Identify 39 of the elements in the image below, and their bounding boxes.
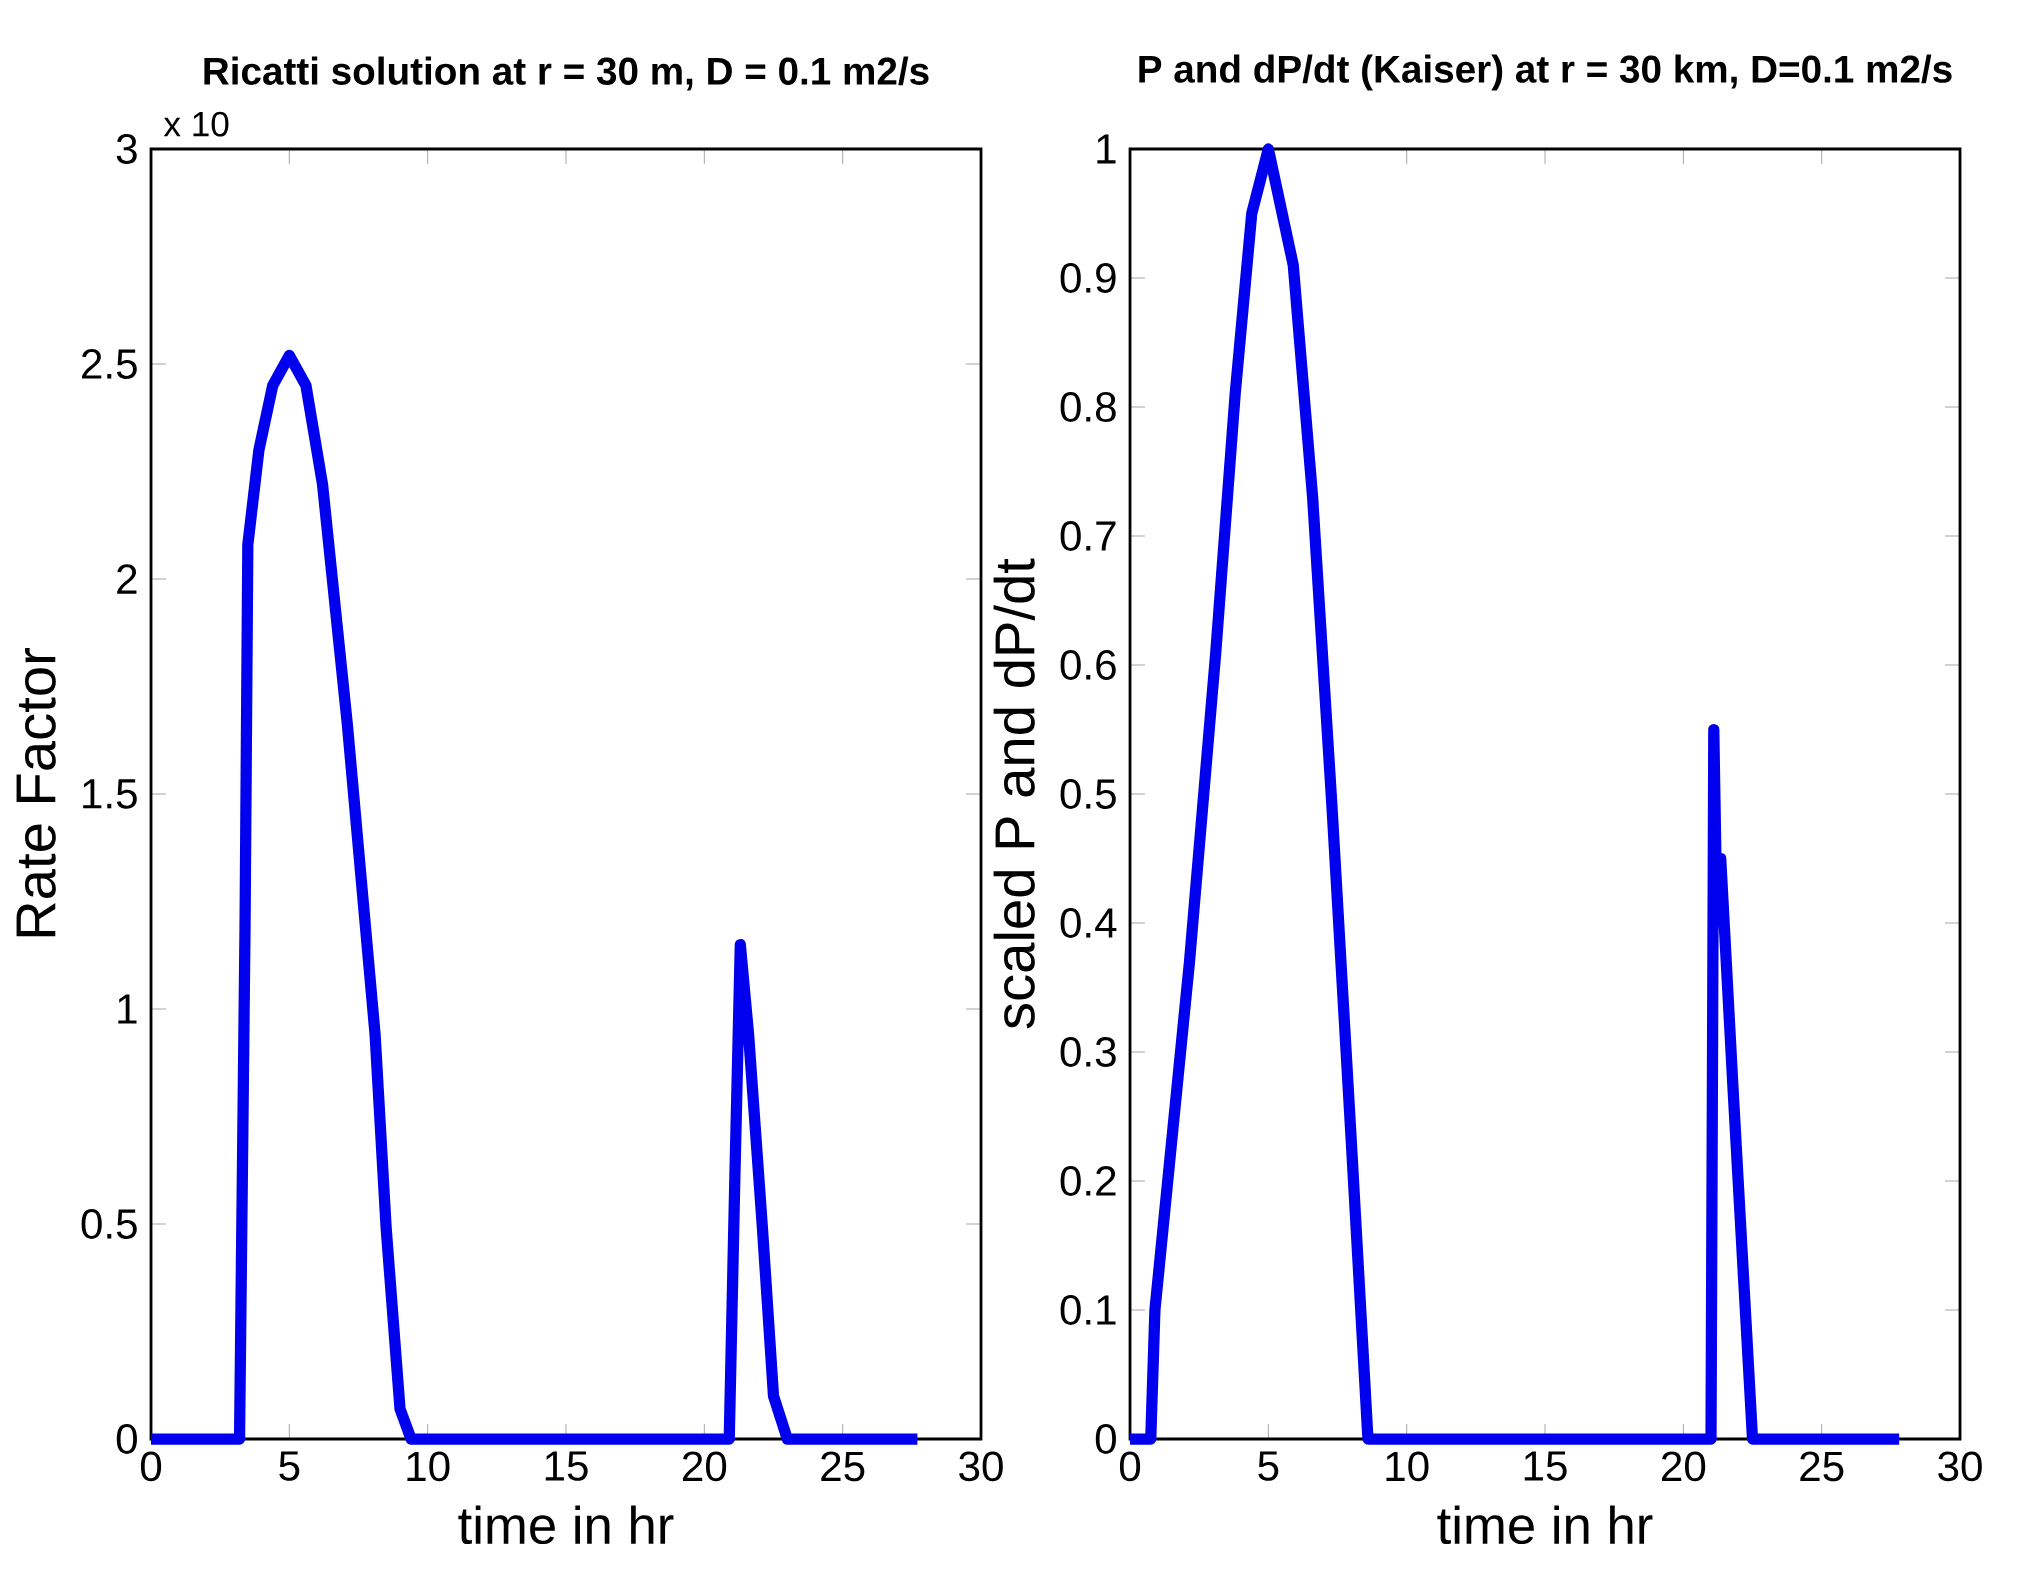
- y-axis-title: Rate Factor: [16, 648, 56, 937]
- x-tick-label: 20: [682, 1451, 727, 1482]
- x-tick-label: 15: [545, 1451, 588, 1481]
- text: x 10: [163, 111, 229, 137]
- x-axis-title: time in hr: [1437, 1505, 1653, 1545]
- x-tick-label: 25: [1800, 1451, 1844, 1482]
- chart-title: P and dP/dt (Kaiser) at r = 30 km, D=0.1 m2/s: [1139, 54, 1952, 91]
- x-tick-label: 30: [959, 1451, 1003, 1482]
- chart-title: Ricatti solution at r = 30 m, D = 0.1 m2/s: [204, 56, 929, 91]
- y-tick-label: 0.5: [1060, 779, 1116, 809]
- y-tick-label: 0.7: [1060, 521, 1116, 551]
- x-tick-label: 0: [140, 1451, 162, 1482]
- x-tick-label: 15: [1524, 1451, 1567, 1481]
- x-tick-label: 5: [279, 1451, 300, 1481]
- y-tick-label: 0.3: [1060, 1037, 1116, 1067]
- x-tick-label: 30: [1938, 1451, 1982, 1482]
- y-tick-label: 0.1: [1060, 1295, 1116, 1325]
- x-tick-label: 5: [1258, 1451, 1279, 1481]
- y-tick-label: 1: [118, 994, 137, 1024]
- y-tick-label: 0.8: [1060, 392, 1116, 422]
- x-tick-label: 10: [1386, 1451, 1429, 1482]
- y-tick-label: 0: [116, 1424, 137, 1454]
- y-tick-label: 3: [116, 134, 137, 164]
- x-tick-label: 0: [1119, 1451, 1141, 1482]
- y-tick-label: 1.5: [83, 779, 137, 809]
- y-axis-title: scaled P and dP/dt: [993, 558, 1035, 1029]
- y-tick-label: 0.6: [1060, 650, 1116, 680]
- y-tick-label: 0: [1095, 1424, 1116, 1454]
- y-tick-label: 0.5: [81, 1209, 137, 1239]
- x-tick-label: 10: [407, 1451, 450, 1482]
- x-tick-label: 20: [1661, 1451, 1706, 1482]
- y-tick-label: 0.4: [1060, 908, 1117, 938]
- y-tick-label: 0.2: [1060, 1166, 1116, 1196]
- y-tick-label: 2: [117, 564, 137, 594]
- x-axis-title: time in hr: [458, 1505, 674, 1545]
- y-tick-label: 1: [1097, 134, 1116, 164]
- y-tick-label: 2.5: [82, 349, 137, 379]
- y-tick-label: 0.9: [1060, 263, 1116, 293]
- x-tick-label: 25: [821, 1451, 865, 1482]
